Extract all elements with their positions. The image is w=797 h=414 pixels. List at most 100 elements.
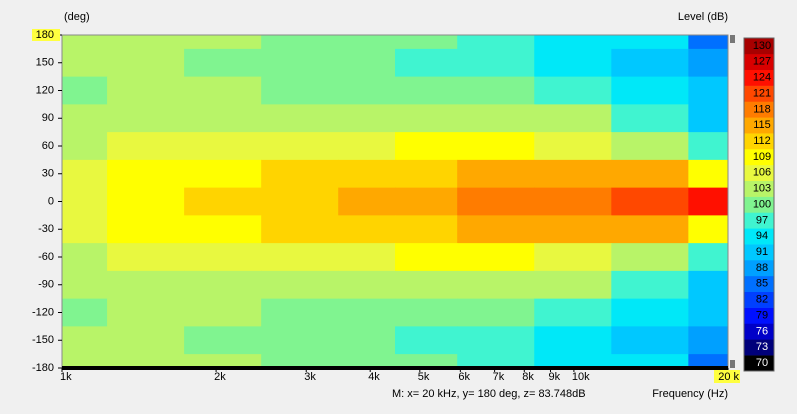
scroll-handle bbox=[730, 360, 735, 368]
y-tick-label: 150 bbox=[36, 57, 54, 69]
y-tick-label: -150 bbox=[32, 334, 54, 346]
contour-cell bbox=[534, 243, 612, 272]
contour-cell bbox=[107, 104, 185, 133]
colorbar-band bbox=[744, 133, 774, 150]
contour-cell bbox=[107, 298, 185, 327]
contour-cell bbox=[184, 243, 262, 272]
contour-cell bbox=[534, 159, 612, 189]
x-tick-label: 4k bbox=[368, 371, 380, 383]
contour-cell bbox=[184, 159, 262, 189]
contour-cell bbox=[338, 298, 396, 327]
contour-cell bbox=[688, 270, 729, 300]
colorbar-label: 103 bbox=[753, 183, 771, 195]
contour-cell bbox=[534, 326, 612, 355]
x-tick-label: 3k bbox=[304, 371, 316, 383]
contour-cell bbox=[457, 243, 535, 272]
contour-cell bbox=[688, 187, 729, 216]
y-tick-label: -90 bbox=[38, 279, 54, 291]
contour-cell bbox=[688, 35, 729, 50]
x-tick-label: 20 k bbox=[718, 371, 739, 383]
contour-cell bbox=[457, 326, 535, 355]
contour-cell bbox=[338, 187, 396, 216]
contour-cell bbox=[338, 48, 396, 78]
contour-cell bbox=[611, 35, 689, 50]
contour-cell bbox=[611, 48, 689, 78]
contour-cell bbox=[62, 354, 108, 369]
x-tick-label: 2k bbox=[214, 371, 226, 383]
contour-cell bbox=[534, 270, 612, 300]
colorbar-label: 106 bbox=[753, 167, 771, 179]
contour-cell bbox=[688, 48, 729, 78]
x-tick-label: 10k bbox=[572, 371, 590, 383]
colorbar-band bbox=[744, 244, 774, 261]
contour-cell bbox=[457, 187, 535, 216]
contour-cell bbox=[261, 48, 339, 78]
y-tick-label: -180 bbox=[32, 362, 54, 374]
contour-cell bbox=[338, 243, 396, 272]
contour-cell bbox=[611, 270, 689, 300]
contour-cell bbox=[107, 187, 185, 216]
contour-cell bbox=[261, 76, 339, 105]
contour-cell bbox=[338, 215, 396, 244]
contour-cell bbox=[261, 243, 339, 272]
contour-cell bbox=[62, 243, 108, 272]
x-tick-label: 7k bbox=[493, 371, 505, 383]
colorbar-label: 124 bbox=[753, 72, 771, 84]
contour-cell bbox=[107, 326, 185, 355]
y-tick-label: 60 bbox=[42, 140, 54, 152]
colorbar-label: 73 bbox=[756, 341, 768, 353]
colorbar-band bbox=[744, 228, 774, 245]
contour-cell bbox=[395, 215, 458, 244]
contour-cell bbox=[534, 104, 612, 133]
contour-cell bbox=[184, 104, 262, 133]
contour-cell bbox=[184, 298, 262, 327]
colorbar-band bbox=[744, 117, 774, 134]
contour-cell bbox=[457, 48, 535, 78]
colorbar-label: 112 bbox=[753, 135, 771, 147]
contour-cell bbox=[184, 35, 262, 50]
x-tick-label: 5k bbox=[418, 371, 430, 383]
contour-cell bbox=[395, 187, 458, 216]
colorbar-label: 79 bbox=[756, 309, 768, 321]
contour-cell bbox=[457, 159, 535, 189]
y-tick-label: 180 bbox=[36, 29, 54, 41]
contour-cell bbox=[395, 298, 458, 327]
contour-cell bbox=[107, 76, 185, 105]
colorbar-label: 127 bbox=[753, 56, 771, 68]
colorbar-label: 91 bbox=[756, 246, 768, 258]
colorbar-label: 70 bbox=[756, 357, 768, 369]
colorbar-label: 121 bbox=[753, 87, 771, 99]
colorbar-band bbox=[744, 149, 774, 166]
colorbar-label: 118 bbox=[753, 103, 771, 115]
y-axis-label: (deg) bbox=[64, 11, 90, 23]
contour-cell bbox=[62, 270, 108, 300]
contour-cell bbox=[62, 48, 108, 78]
x-tick-label: 6k bbox=[458, 371, 470, 383]
contour-cell bbox=[62, 187, 108, 216]
contour-cell bbox=[457, 298, 535, 327]
contour-cell bbox=[62, 215, 108, 244]
contour-cell bbox=[611, 243, 689, 272]
contour-cell bbox=[688, 326, 729, 355]
y-tick-label: -120 bbox=[32, 306, 54, 318]
contour-cell bbox=[457, 35, 535, 50]
tick-highlight bbox=[714, 370, 740, 383]
contour-cell bbox=[395, 326, 458, 355]
colorbar-band bbox=[744, 291, 774, 308]
tick-highlight bbox=[32, 29, 60, 41]
contour-cell bbox=[457, 104, 535, 133]
contour-cell bbox=[338, 270, 396, 300]
contour-cell bbox=[261, 159, 339, 189]
contour-cell bbox=[107, 243, 185, 272]
bottom-bar bbox=[62, 366, 728, 370]
colorbar-label: 82 bbox=[756, 294, 768, 306]
contour-cell bbox=[184, 270, 262, 300]
colorbar-label: 100 bbox=[753, 198, 771, 210]
contour-cell bbox=[338, 104, 396, 133]
contour-cell bbox=[688, 354, 729, 369]
contour-cell bbox=[62, 104, 108, 133]
contour-cell bbox=[107, 132, 185, 161]
contour-cell bbox=[395, 104, 458, 133]
y-tick-label: 90 bbox=[42, 112, 54, 124]
